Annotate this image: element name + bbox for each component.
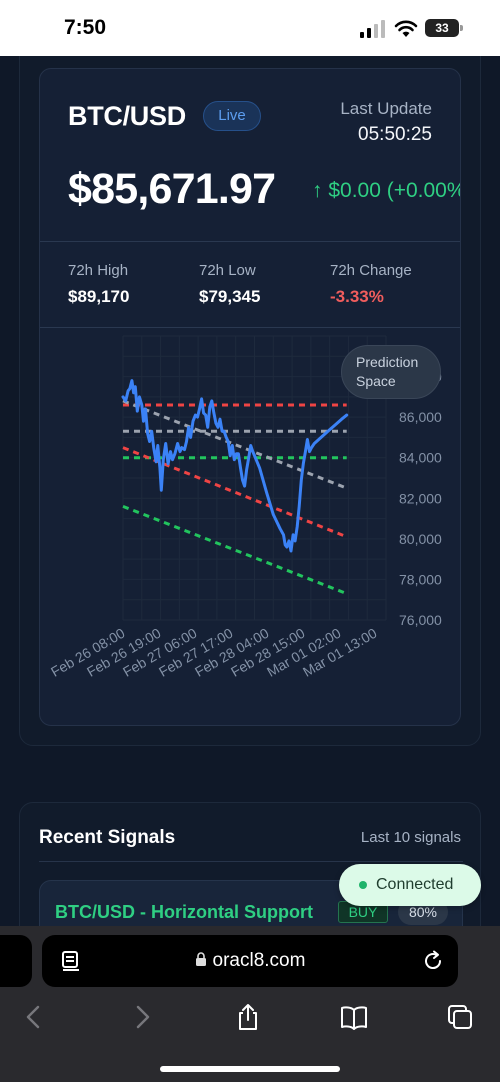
last-update-label: Last Update <box>340 99 432 118</box>
pair-title: BTC/USD <box>68 101 186 131</box>
status-time: 7:50 <box>64 16 107 39</box>
price-chart[interactable]: 88,00086,00084,00082,00080,00078,00076,0… <box>40 329 461 725</box>
current-price: $85,671.97 <box>68 165 276 213</box>
cellular-signal-icon <box>360 20 386 38</box>
status-bar: 7:50 33 <box>0 0 500 56</box>
y-tick-label: 86,000 <box>399 409 442 425</box>
signals-count: Last 10 signals <box>360 829 461 846</box>
signal-name: BTC/USD - Horizontal Support <box>55 902 313 922</box>
prediction-space-label: Prediction Space <box>341 345 441 399</box>
last-update-time: 05:50:25 <box>358 124 432 145</box>
signals-title: Recent Signals <box>39 827 176 848</box>
divider <box>40 327 460 328</box>
home-indicator <box>160 1066 340 1072</box>
price-change: ↑ $0.00 (+0.00%) <box>312 179 461 202</box>
live-badge: Live <box>203 101 261 131</box>
stat-low-label: 72h Low <box>199 262 256 279</box>
tabs-icon[interactable] <box>445 1002 475 1032</box>
trend-line <box>122 505 348 595</box>
stat-change-label: 72h Change <box>330 262 412 279</box>
forward-icon[interactable] <box>127 1002 157 1032</box>
divider <box>40 241 460 242</box>
y-tick-label: 82,000 <box>399 490 442 506</box>
trend-line <box>122 446 348 539</box>
page-content: BTC/USD Live Last Update 05:50:25 $85,67… <box>0 56 500 926</box>
bookmarks-icon[interactable] <box>339 1002 369 1032</box>
reload-icon[interactable] <box>422 950 444 972</box>
connection-status-label: Connected <box>376 876 454 893</box>
y-tick-label: 76,000 <box>399 612 442 628</box>
market-card: BTC/USD Live Last Update 05:50:25 $85,67… <box>39 68 461 726</box>
divider <box>39 861 463 862</box>
stat-low-value: $79,345 <box>199 287 261 306</box>
battery-icon: 33 <box>425 19 459 37</box>
share-icon[interactable] <box>233 1002 263 1032</box>
reader-mode-icon[interactable] <box>61 950 81 972</box>
wifi-icon <box>394 20 418 37</box>
y-tick-label: 78,000 <box>399 571 442 587</box>
browser-toolbar: oracl8.com <box>0 926 500 1082</box>
trend-line <box>122 399 348 490</box>
stat-high-value: $89,170 <box>68 287 130 306</box>
y-tick-label: 80,000 <box>399 531 442 547</box>
price-line <box>121 379 349 553</box>
status-dot-icon <box>359 881 367 889</box>
address-bar[interactable]: oracl8.com <box>42 935 458 987</box>
stat-high-label: 72h High <box>68 262 129 279</box>
stat-change-value: -3.33% <box>330 287 384 306</box>
previous-tab[interactable] <box>0 935 32 987</box>
url-display[interactable]: oracl8.com <box>42 950 458 972</box>
lock-icon <box>195 952 206 966</box>
y-tick-label: 84,000 <box>399 450 442 466</box>
connection-status-toast: Connected <box>339 864 481 906</box>
back-icon[interactable] <box>19 1002 49 1032</box>
url-text: oracl8.com <box>212 950 306 971</box>
